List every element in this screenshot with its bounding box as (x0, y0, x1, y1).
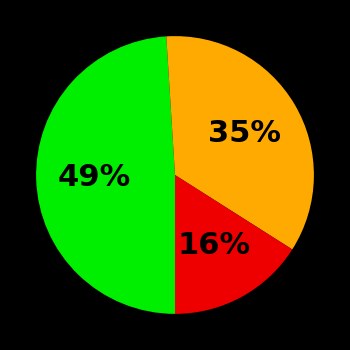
Text: 35%: 35% (208, 119, 281, 148)
Text: 49%: 49% (58, 163, 131, 192)
Wedge shape (36, 36, 175, 314)
Wedge shape (166, 36, 314, 250)
Text: 16%: 16% (177, 231, 250, 260)
Wedge shape (175, 175, 292, 314)
